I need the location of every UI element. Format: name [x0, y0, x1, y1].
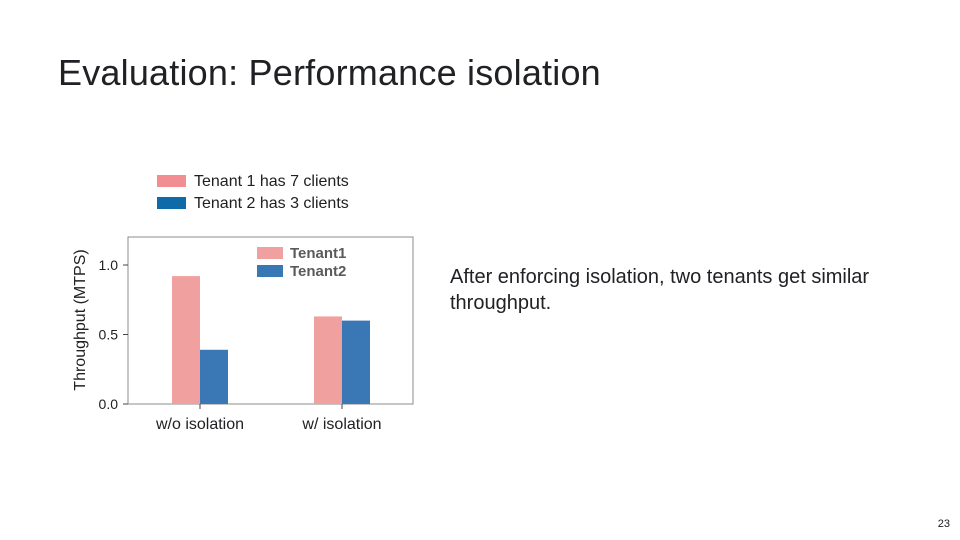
bar-tenant2-without-isolation — [200, 349, 228, 404]
x-ticks: w/o isolation w/ isolation — [155, 404, 382, 433]
plot-frame — [127, 236, 414, 405]
throughput-bar-chart: Throughput (MTPS) 0.0 0.5 1.0 w/o isolatio… — [72, 236, 414, 433]
bars — [172, 276, 370, 404]
y-axis-label: Throughput (MTPS) — [72, 249, 89, 390]
takeaway-note: After enforcing isolation, two tenants g… — [450, 266, 870, 314]
y-tick-label: 0.0 — [99, 396, 119, 412]
bar-tenant1-without-isolation — [172, 276, 200, 404]
legend-key-label-tenant1: Tenant 1 has 7 clients — [194, 173, 349, 190]
x-tick-label: w/ isolation — [301, 416, 381, 433]
chart-legend-label-tenant2: Tenant2 — [290, 263, 346, 280]
chart-legend-swatch-tenant2 — [257, 265, 283, 277]
page-number: 23 — [937, 518, 950, 530]
bar-tenant2-with-isolation — [342, 320, 370, 404]
slide-title: Evaluation: Performance isolation — [58, 52, 601, 93]
legend-key-swatch-tenant1 — [157, 175, 186, 187]
x-tick-label: w/o isolation — [155, 416, 244, 433]
y-tick-label: 1.0 — [99, 257, 119, 273]
legend-key-label-tenant2: Tenant 2 has 3 clients — [194, 195, 349, 212]
legend-key-swatch-tenant2 — [157, 197, 186, 209]
y-tick-label: 0.5 — [99, 327, 119, 343]
bar-tenant1-with-isolation — [314, 316, 342, 404]
chart-legend-swatch-tenant1 — [257, 247, 283, 259]
y-ticks: 0.0 0.5 1.0 — [99, 257, 128, 412]
chart-legend-label-tenant1: Tenant1 — [290, 245, 346, 262]
